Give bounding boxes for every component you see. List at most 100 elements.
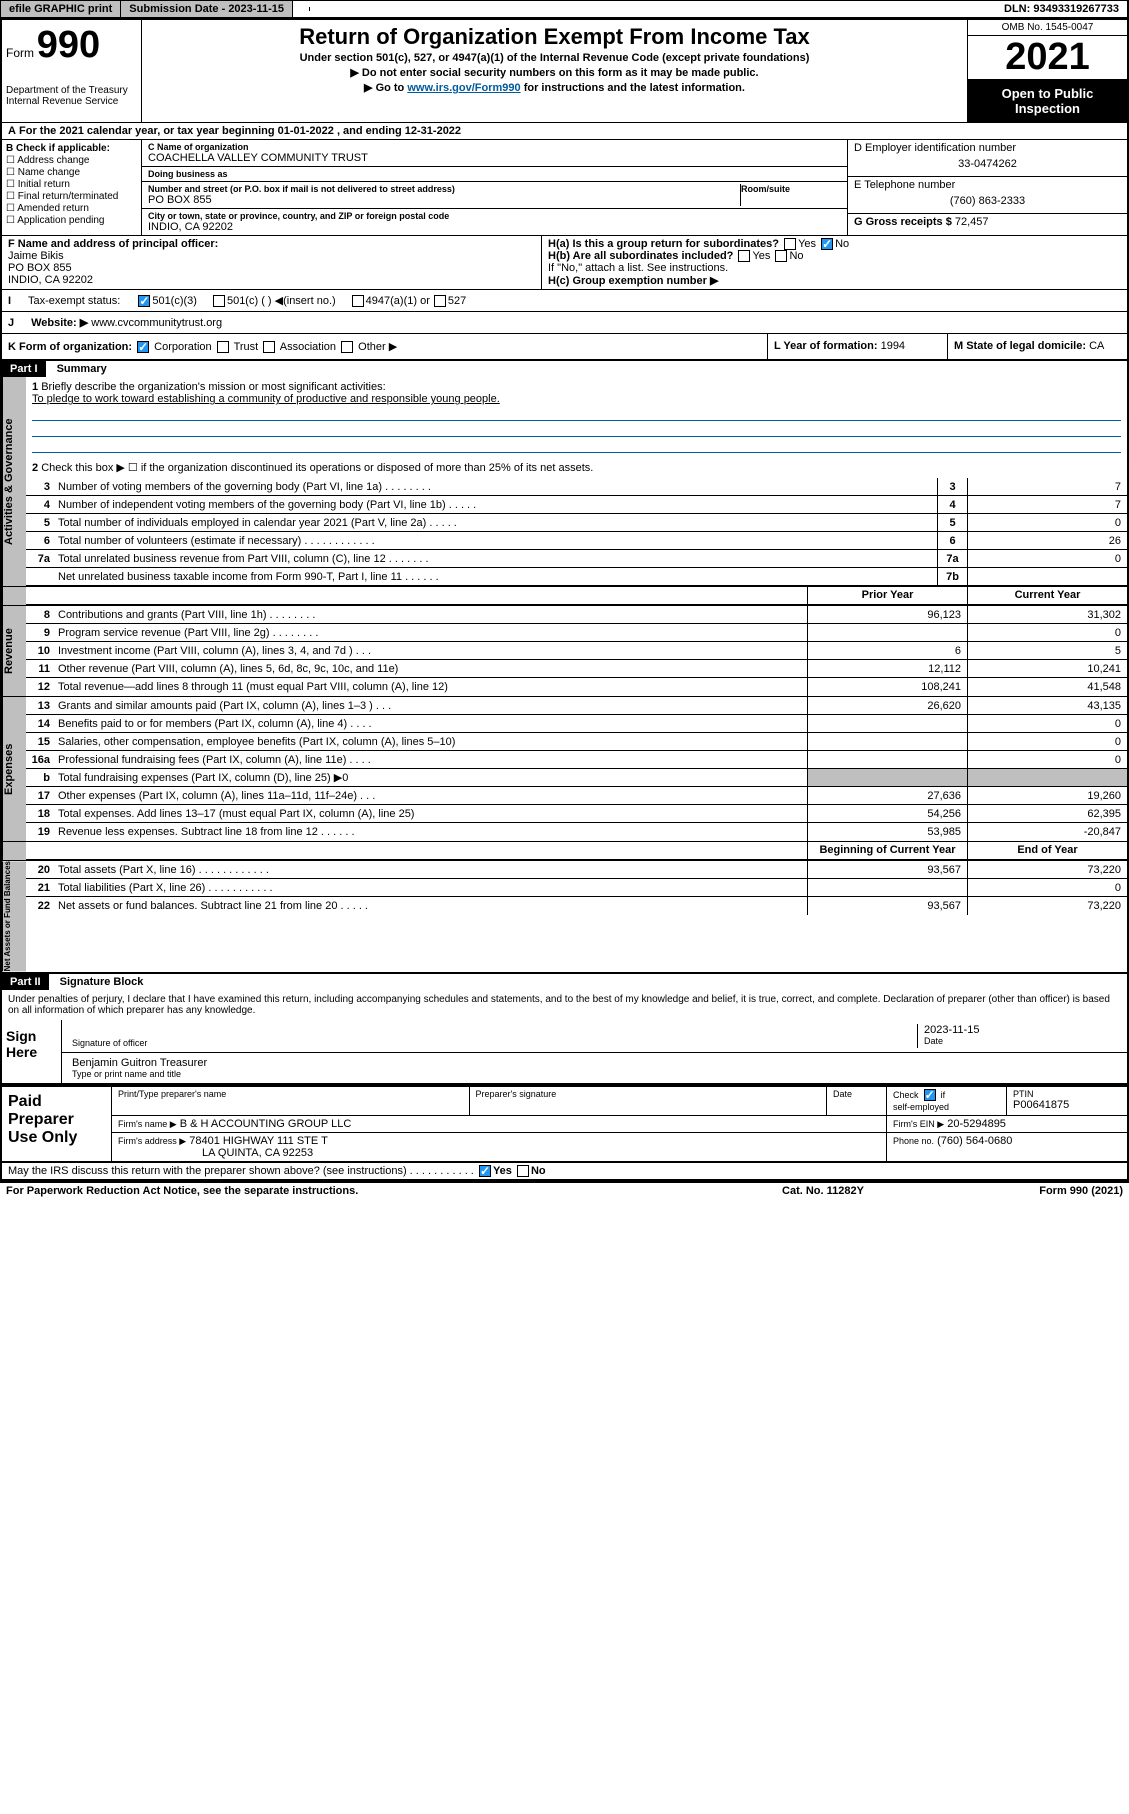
subtitle-3: ▶ Go to www.irs.gov/Form990 for instruct… (146, 81, 963, 94)
col-c-org-info: C Name of organization COACHELLA VALLEY … (142, 140, 847, 235)
city-label: City or town, state or province, country… (148, 211, 841, 221)
website-value[interactable]: www.cvcommunitytrust.org (91, 317, 222, 329)
ha-no-checkbox[interactable] (821, 238, 833, 250)
goto-pre: ▶ Go to (364, 82, 407, 94)
corp-checkbox[interactable] (137, 341, 149, 353)
part1-title: Summary (49, 361, 115, 377)
spacer (293, 7, 310, 11)
pra-notice: For Paperwork Reduction Act Notice, see … (6, 1185, 723, 1197)
501c-checkbox[interactable] (213, 295, 225, 307)
firm-addr-label: Firm's address ▶ (118, 1136, 186, 1146)
l-value: 1994 (881, 340, 905, 352)
phone-label: Phone no. (893, 1136, 934, 1146)
tab-revenue: Revenue (2, 606, 26, 696)
chk-name-change[interactable]: ☐ Name change (6, 167, 137, 178)
sig-date: 2023-11-15 (924, 1024, 1117, 1036)
sig-officer-label: Signature of officer (72, 1038, 917, 1048)
hb-row: H(b) Are all subordinates included? Yes … (548, 250, 1121, 262)
firm-addr1: 78401 HIGHWAY 111 STE T (189, 1135, 328, 1147)
discuss-yes-checkbox[interactable] (479, 1165, 491, 1177)
year-block: OMB No. 1545-0047 2021 Open to Public In… (967, 20, 1127, 122)
yes-label2: Yes (752, 250, 770, 262)
trust-checkbox[interactable] (217, 341, 229, 353)
efile-print-button[interactable]: efile GRAPHIC print (1, 1, 121, 17)
city-value: INDIO, CA 92202 (148, 221, 841, 233)
501c3-checkbox[interactable] (138, 295, 150, 307)
i-label: Tax-exempt status: (28, 295, 120, 307)
self-emp-checkbox[interactable] (924, 1089, 936, 1101)
addr-value: PO BOX 855 (148, 194, 740, 206)
discuss-text: May the IRS discuss this return with the… (8, 1165, 474, 1177)
part2-header: Part II Signature Block (2, 974, 1127, 990)
form-title-block: Return of Organization Exempt From Incom… (142, 20, 967, 122)
table-row: 4Number of independent voting members of… (26, 496, 1127, 514)
paid-preparer-block: Paid Preparer Use Only Print/Type prepar… (2, 1085, 1127, 1163)
net-hdr-row: Beginning of Current Year End of Year (2, 842, 1127, 861)
table-row: 6Total number of volunteers (estimate if… (26, 532, 1127, 550)
j-label: Website: ▶ (31, 317, 88, 329)
rev-hdr: Prior Year Current Year (26, 587, 1127, 605)
table-row: 11Other revenue (Part VIII, column (A), … (26, 660, 1127, 678)
public-inspection: Open to Public Inspection (968, 80, 1127, 122)
501c-label: 501(c) ( ) ◀(insert no.) (227, 294, 336, 307)
chk-app-pending[interactable]: ☐ Application pending (6, 215, 137, 226)
hb-yes-checkbox[interactable] (738, 250, 750, 262)
tab-net-assets: Net Assets or Fund Balances (2, 861, 26, 971)
prep-row-2: Firm's name ▶ B & H ACCOUNTING GROUP LLC… (112, 1116, 1127, 1133)
room-label: Room/suite (741, 184, 841, 194)
ptin-label: PTIN (1013, 1089, 1121, 1099)
4947-checkbox[interactable] (352, 295, 364, 307)
discuss-no-checkbox[interactable] (517, 1165, 529, 1177)
officer-f: F Name and address of principal officer:… (2, 236, 542, 289)
row-a-tax-year: A For the 2021 calendar year, or tax yea… (2, 123, 1127, 140)
org-name-cell: C Name of organization COACHELLA VALLEY … (142, 140, 847, 167)
net-hdr: Beginning of Current Year End of Year (26, 842, 1127, 860)
part2-badge: Part II (2, 974, 49, 990)
ha-yes-checkbox[interactable] (784, 238, 796, 250)
527-checkbox[interactable] (434, 295, 446, 307)
date-label: Date (924, 1036, 1117, 1046)
irs-link[interactable]: www.irs.gov/Form990 (407, 82, 520, 94)
tab-expenses: Expenses (2, 697, 26, 841)
rev-hdr-row: Prior Year Current Year (2, 587, 1127, 606)
l-label: L Year of formation: (774, 340, 878, 352)
chk-amended[interactable]: ☐ Amended return (6, 203, 137, 214)
prep-content: Print/Type preparer's name Preparer's si… (112, 1087, 1127, 1161)
prep-date-label: Date (833, 1089, 880, 1099)
dba-label: Doing business as (148, 169, 841, 179)
assoc-checkbox[interactable] (263, 341, 275, 353)
part2-title: Signature Block (52, 974, 152, 990)
table-row: 22Net assets or fund balances. Subtract … (26, 897, 1127, 915)
table-row: 18Total expenses. Add lines 13–17 (must … (26, 805, 1127, 823)
website-row: J Website: ▶ www.cvcommunitytrust.org (2, 312, 1127, 334)
f-label: F Name and address of principal officer: (8, 238, 218, 250)
table-row: 12Total revenue—add lines 8 through 11 (… (26, 678, 1127, 696)
ha-row: H(a) Is this a group return for subordin… (548, 238, 1121, 250)
sig-name-line: Benjamin Guitron Treasurer Type or print… (62, 1053, 1127, 1083)
chk-final-return[interactable]: ☐ Final return/terminated (6, 191, 137, 202)
col-b-checkboxes: B Check if applicable: ☐ Address change … (2, 140, 142, 235)
chk-address-change[interactable]: ☐ Address change (6, 155, 137, 166)
yes-label: Yes (798, 238, 816, 250)
top-bar: efile GRAPHIC print Submission Date - 20… (0, 0, 1129, 18)
other-checkbox[interactable] (341, 341, 353, 353)
m-value: CA (1089, 340, 1104, 352)
tax-status-row: I Tax-exempt status: 501(c)(3) 501(c) ( … (2, 290, 1127, 312)
table-row: 7aTotal unrelated business revenue from … (26, 550, 1127, 568)
page-footer: For Paperwork Reduction Act Notice, see … (0, 1183, 1129, 1199)
501c3-label: 501(c)(3) (152, 295, 197, 307)
firm-ein-value: 20-5294895 (947, 1118, 1006, 1130)
firm-name-value: B & H ACCOUNTING GROUP LLC (180, 1118, 352, 1130)
form-id-block: Form 990 Department of the Treasury Inte… (2, 20, 142, 122)
net-content: 20Total assets (Part X, line 16) . . . .… (26, 861, 1127, 971)
gross-value: 72,457 (955, 216, 989, 228)
no-label: No (835, 238, 849, 250)
gov-content: 1 Briefly describe the organization's mi… (26, 377, 1127, 586)
hb-no-checkbox[interactable] (775, 250, 787, 262)
firm-name-label: Firm's name ▶ (118, 1119, 177, 1129)
table-row: Net unrelated business taxable income fr… (26, 568, 1127, 586)
sign-here-label: Sign Here (2, 1020, 62, 1083)
chk-initial-return[interactable]: ☐ Initial return (6, 179, 137, 190)
prep-sig-label: Preparer's signature (476, 1089, 821, 1099)
table-row: 9Program service revenue (Part VIII, lin… (26, 624, 1127, 642)
